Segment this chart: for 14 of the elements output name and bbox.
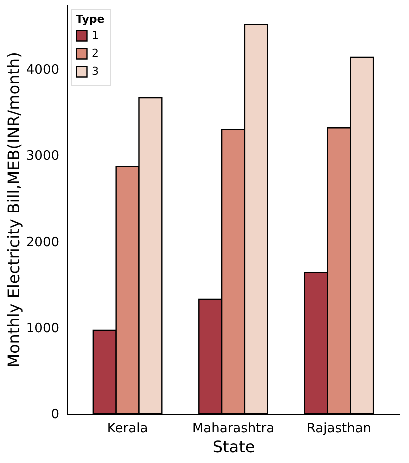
- x-tick-label: Kerala: [107, 422, 148, 436]
- x-tick-label: Maharashtra: [192, 422, 275, 436]
- y-tick-label: 3000: [26, 149, 60, 164]
- legend-label: 3: [92, 65, 99, 78]
- x-axis-title: State: [212, 438, 256, 456]
- y-tick-label: 4000: [26, 63, 60, 78]
- legend-label: 1: [92, 29, 99, 42]
- y-axis-title: Monthly Electricity Bill,MEB(INR/month): [4, 52, 24, 368]
- y-tick-label: 1000: [26, 321, 60, 336]
- y-tick-label: 0: [51, 408, 60, 422]
- legend-title: Type: [76, 13, 105, 26]
- y-tick-label: 2000: [26, 235, 60, 250]
- x-tick-label: Rajasthan: [306, 422, 372, 436]
- legend-label: 2: [92, 47, 99, 60]
